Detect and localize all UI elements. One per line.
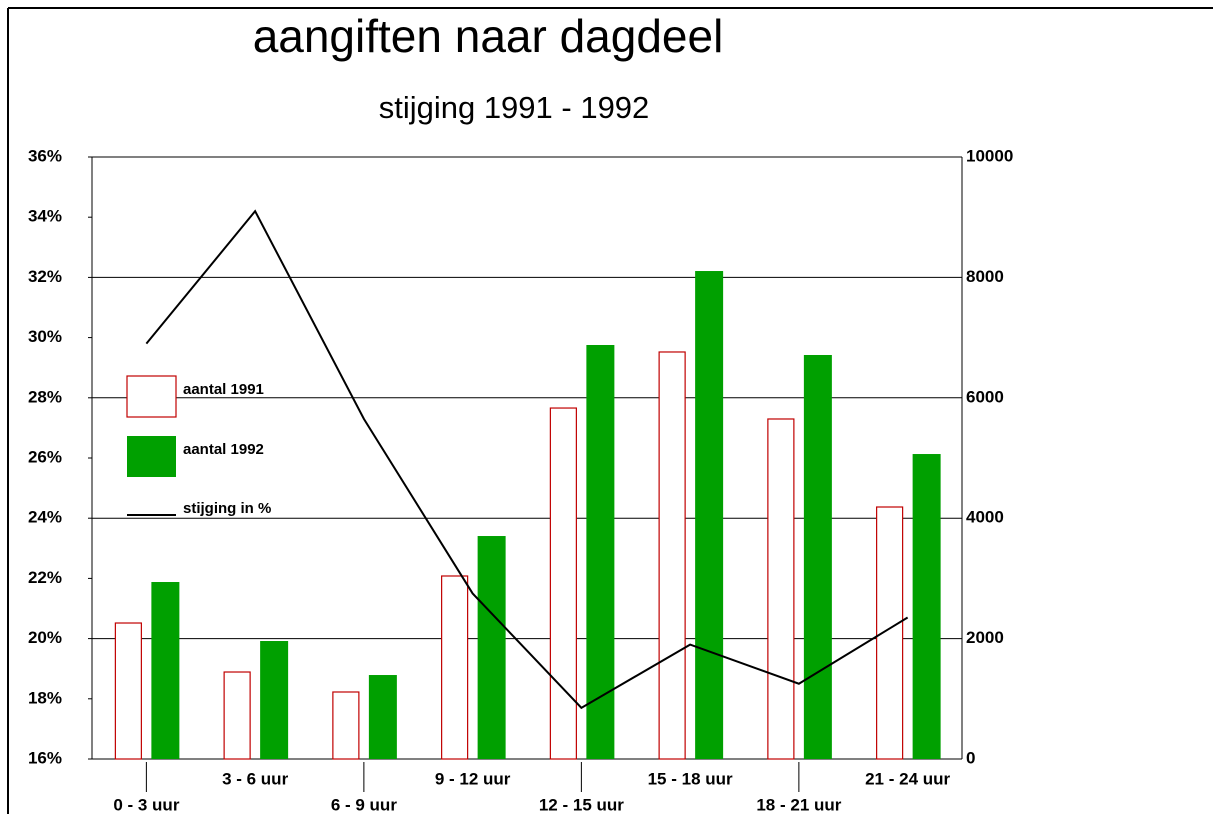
y2-tick-label: 8000 xyxy=(966,267,1004,286)
y-tick-label: 18% xyxy=(28,688,62,707)
bar xyxy=(767,418,795,760)
bar xyxy=(332,691,360,760)
bar xyxy=(695,271,724,759)
y-tick-label: 16% xyxy=(28,748,62,767)
legend-label: aantal 1991 xyxy=(183,381,264,398)
y2-tick-label: 0 xyxy=(966,748,975,767)
bar xyxy=(477,536,506,759)
x-tick-label: 9 - 12 uur xyxy=(435,769,511,788)
x-tick-label: 15 - 18 uur xyxy=(648,769,733,788)
bar xyxy=(803,354,832,759)
line xyxy=(145,209,909,710)
x-tick-label: 12 - 15 uur xyxy=(539,795,624,814)
bar xyxy=(151,582,180,759)
y-tick-label: 24% xyxy=(28,508,62,527)
y2-tick-label: 2000 xyxy=(966,628,1004,647)
y2-tick-label: 6000 xyxy=(966,387,1004,406)
y-tick-label: 28% xyxy=(28,387,62,406)
y-tick-label: 22% xyxy=(28,568,62,587)
chart-subtitle: stijging 1991 - 1992 xyxy=(379,90,650,125)
y-tick-label: 36% xyxy=(28,146,62,165)
x-tick-label: 18 - 21 uur xyxy=(756,795,841,814)
y-tick-label: 34% xyxy=(28,207,62,226)
bar xyxy=(223,671,251,760)
y-tick-label: 26% xyxy=(28,447,62,466)
y-tick-label: 32% xyxy=(28,267,62,286)
bar xyxy=(368,675,397,759)
bar xyxy=(441,575,469,760)
legend-label: stijging in % xyxy=(183,500,271,517)
legend-swatch xyxy=(127,436,176,477)
y2-tick-label: 4000 xyxy=(966,508,1004,527)
y-tick-label: 30% xyxy=(28,327,62,346)
bar xyxy=(658,351,686,760)
bar xyxy=(586,345,615,759)
x-tick-label: 6 - 9 uur xyxy=(331,795,398,814)
chart-title: aangiften naar dagdeel xyxy=(253,10,724,62)
y-tick-label: 20% xyxy=(28,628,62,647)
bar xyxy=(260,641,289,759)
legend-label: aantal 1992 xyxy=(183,441,264,458)
bar xyxy=(912,454,941,759)
bar xyxy=(549,407,577,760)
legend-swatch xyxy=(126,375,177,418)
x-tick-label: 3 - 6 uur xyxy=(222,769,289,788)
x-tick-label: 21 - 24 uur xyxy=(865,769,950,788)
x-tick-label: 0 - 3 uur xyxy=(113,795,180,814)
bar xyxy=(114,622,142,760)
y2-tick-label: 10000 xyxy=(966,146,1013,165)
